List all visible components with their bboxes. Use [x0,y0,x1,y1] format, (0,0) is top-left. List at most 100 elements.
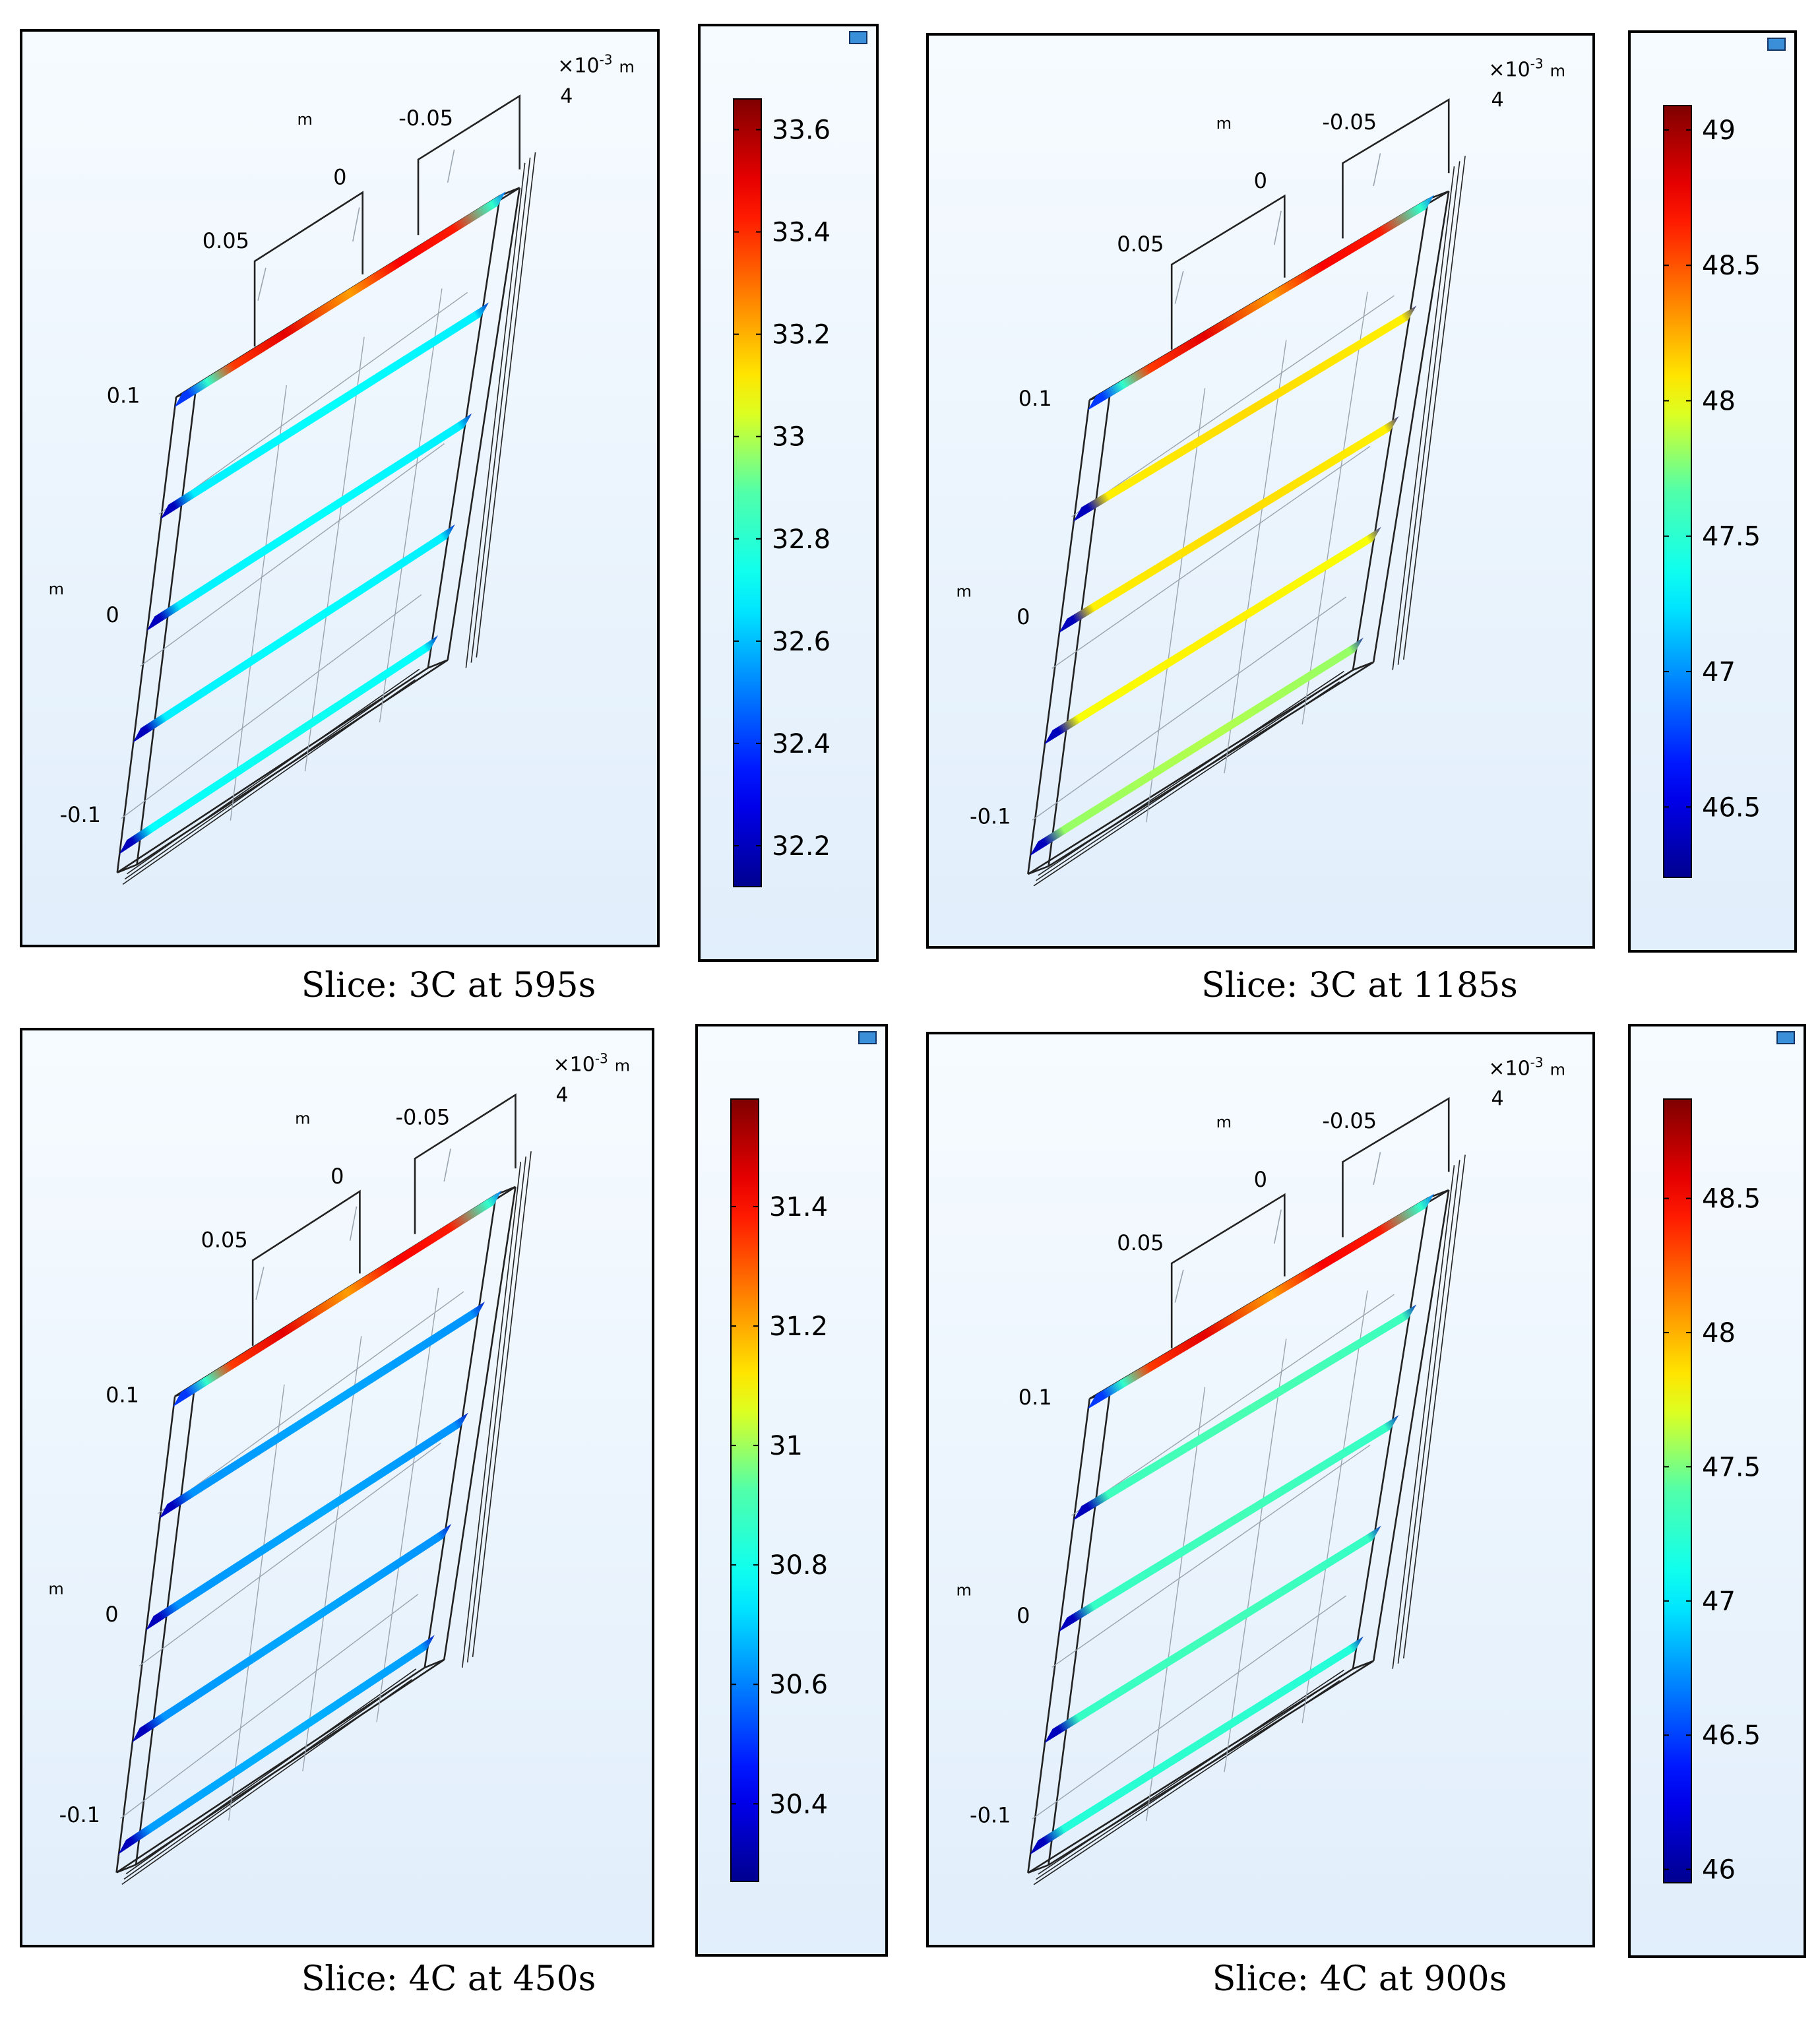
terminal-tab [1170,194,1286,350]
colorbar-tick-label: 48.5 [1702,1184,1761,1215]
x-tick-label: 0 [330,1164,344,1189]
temperature-slice-4 [1044,1525,1381,1744]
depth-multiplier-label: ×10-3 m [1488,55,1565,81]
temperature-slice-5 [1030,637,1364,856]
caption-1: Slice: 3C at 595s [301,966,596,1005]
y-unit-label: m [49,580,64,598]
temperature-slice-2 [159,1302,486,1519]
colorbar-corner-icon [1767,38,1786,51]
depth-multiplier-label: ×10-3 m [553,1051,631,1077]
temperature-slices [1030,1193,1435,1855]
y-unit-label: m [48,1579,63,1598]
colorbar-tick-label: 47.5 [1702,1452,1761,1482]
temperature-slices [118,1190,502,1854]
colorbar-tick-label: 48.5 [1702,251,1761,281]
x-unit-label: m [1216,1113,1232,1131]
y-tick-label: 0.1 [1019,386,1052,411]
y-tick-label: -0.1 [60,802,101,827]
terminal-tab [253,191,364,347]
temperature-slice-5 [118,1635,435,1854]
depth-tick-label: 4 [555,1084,568,1107]
temperature-slice-3 [1059,416,1399,633]
colorbar-tick-label: 30.4 [769,1789,828,1819]
temperature-slice-3 [146,413,472,631]
y-tick-label: 0 [105,1602,118,1627]
terminal-tab [251,1189,361,1346]
colorbar-corner-icon [849,31,867,44]
battery-wireframe [116,94,536,885]
x-tick-label: 0.05 [1117,232,1164,257]
temperature-slice-3 [1059,1414,1399,1632]
y-tick-label: 0 [106,602,119,627]
plot-panel-4: ×10-3 m 4 m -0.05 0 0.05 m 0.1 0 -0.1 [926,1032,1595,1947]
x-tick-label: 0.05 [1117,1230,1164,1255]
temperature-slices [1030,195,1435,856]
temperature-slice-1 [1087,195,1435,410]
terminal-tab [1342,1096,1450,1238]
depth-tick-label: 4 [1491,88,1504,111]
y-tick-label: 0 [1017,1603,1030,1628]
colorbar-tick-label: 48 [1702,1318,1736,1348]
temperature-slice-5 [1030,1636,1364,1855]
temperature-slice-4 [133,524,455,743]
battery-wireframe [115,1093,532,1885]
x-unit-label: m [1216,114,1232,133]
colorbar-tick-label: 32.4 [772,729,831,759]
colorbar-tick-label: 47.5 [1702,522,1761,552]
caption-2: Slice: 3C at 1185s [1201,966,1518,1005]
plot-panel-1: ×10-3 m 4 m -0.05 0 0.05 m 0.1 0 -0.1 [20,29,660,947]
colorbar-gradient [1663,1098,1692,1883]
colorbar-tick-label: 31.2 [769,1311,828,1342]
x-tick-label: 0 [333,165,346,190]
caption-4: Slice: 4C at 900s [1212,1959,1507,1999]
y-unit-label: m [956,583,971,601]
depth-multiplier-label: ×10-3 m [557,52,635,78]
colorbar-tick-label: 47 [1702,1587,1736,1617]
colorbar-tick-label: 33.2 [772,320,831,350]
temperature-slice-4 [1044,526,1381,745]
depth-tick-label: 4 [560,84,573,108]
x-tick-label: -0.05 [398,106,453,131]
y-tick-label: -0.1 [970,804,1011,829]
terminal-tab [414,1093,517,1234]
temperature-slice-4 [132,1523,452,1743]
x-tick-label: -0.05 [1322,110,1377,135]
x-tick-label: 0 [1254,1167,1267,1192]
colorbar-tick-label: 49 [1702,115,1736,146]
colorbar-panel-3: 31.4 31.2 31 30.8 30.6 30.4 [695,1024,888,1957]
plot-panel-2: ×10-3 m 4 m -0.05 0 0.05 m 0.1 0 -0.1 [926,33,1595,949]
y-tick-label: -0.1 [970,1803,1011,1828]
colorbar-tick-label: 31.4 [769,1192,828,1222]
colorbar-tick-label: 33.6 [772,115,831,146]
colorbar-tick-label: 32.2 [772,831,831,862]
x-unit-label: m [295,1109,310,1127]
temperature-slice-1 [173,1190,502,1407]
y-tick-label: 0.1 [1019,1385,1052,1410]
y-tick-label: 0 [1017,604,1030,629]
x-unit-label: m [298,110,313,129]
depth-multiplier-label: ×10-3 m [1488,1054,1565,1080]
temperature-slice-2 [160,302,489,519]
x-tick-label: 0 [1254,168,1267,193]
plot-panel-3: ×10-3 m 4 m -0.05 0 0.05 m 0.1 0 -0.1 [20,1028,654,1947]
temperature-slice-1 [174,191,506,408]
y-tick-label: 0.1 [107,383,141,408]
temperature-slice-1 [1087,1193,1435,1409]
colorbar-tick-label: 47 [1702,657,1736,687]
temperature-slice-3 [145,1412,468,1631]
x-tick-label: 0.05 [201,1228,247,1253]
terminal-tab [417,94,521,236]
caption-3: Slice: 4C at 450s [301,1959,596,1999]
colorbar-tick-label: 46 [1702,1855,1736,1885]
colorbar-gradient [733,98,762,887]
x-tick-label: -0.05 [396,1104,451,1129]
temperature-slices [119,191,506,855]
colorbar-tick-label: 33 [772,422,805,453]
colorbar-tick-label: 30.8 [769,1550,828,1581]
x-tick-label: -0.05 [1322,1108,1377,1133]
colorbar-tick-label: 31 [769,1431,803,1461]
colorbar-corner-icon [1776,1031,1795,1044]
y-tick-label: 0.1 [106,1383,139,1408]
temperature-slice-2 [1073,1304,1417,1521]
colorbar-gradient [1663,105,1692,878]
